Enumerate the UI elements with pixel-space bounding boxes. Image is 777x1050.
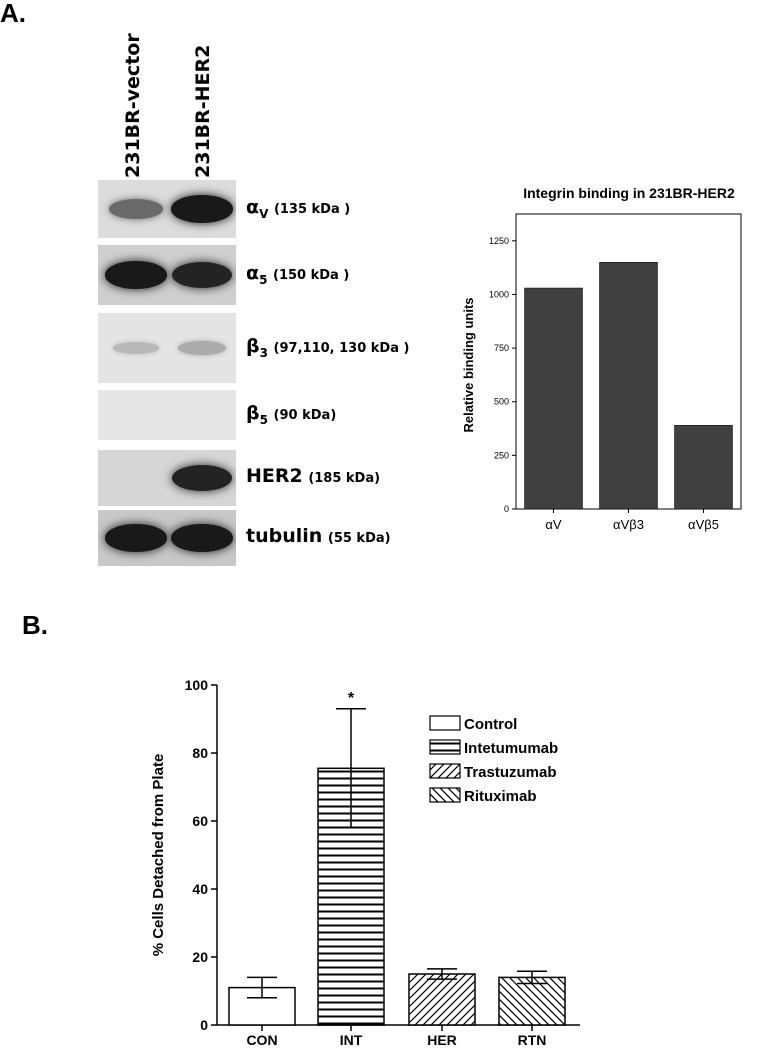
chart1-xtick-label: αV (545, 517, 562, 532)
chart1-title: Integrin binding in 231BR-HER2 (523, 185, 735, 201)
blot-row-label: HER2 (185 kDa) (246, 465, 380, 487)
chart2-legend-label: Control (464, 716, 517, 733)
chart1-xtick-label: αVβ3 (613, 517, 644, 532)
lane-label-her2: 231BR-HER2 (192, 44, 214, 178)
chart1-ytick-label: 750 (494, 343, 509, 353)
chart1-bar (674, 425, 733, 510)
chart1-bar (524, 287, 583, 510)
western-blot: 231BR-vector 231BR-HER2 αV (135 kDa ) α5 … (0, 0, 420, 580)
blot-row-label: αV (135 kDa ) (246, 196, 350, 221)
blot-row (98, 390, 236, 440)
blot-row (98, 450, 236, 506)
chart2-legend-label: Intetumumab (464, 740, 558, 757)
chart2-bar (228, 986, 296, 1026)
chart2-ytick-label: 0 (200, 1017, 208, 1033)
blot-row (98, 510, 236, 566)
blot-band (171, 524, 233, 552)
protein-name: tubulin (246, 525, 323, 547)
chart2-ytick-label: 40 (192, 881, 208, 897)
protein-kda: (90 kDa) (273, 408, 337, 423)
protein-name: α (246, 262, 260, 284)
protein-name: β (246, 335, 260, 357)
chart1-ytick-label: 0 (504, 504, 509, 514)
blot-row-label: β3 (97,110, 130 kDa ) (246, 335, 409, 360)
chart1-ytick-label: 500 (494, 397, 509, 407)
chart2-xtick-label: HER (427, 1032, 457, 1048)
blot-row-label: β5 (90 kDa) (246, 402, 336, 427)
chart1-ytick-label: 1000 (489, 289, 509, 299)
blot-band (112, 341, 160, 355)
protein-name: β (246, 402, 260, 424)
protein-subscript: 5 (259, 413, 268, 427)
blot-band (171, 464, 233, 492)
blot-band (109, 199, 163, 219)
chart2-annotation: * (348, 690, 355, 707)
protein-subscript: 3 (259, 346, 268, 360)
chart2-ytick-label: 100 (185, 677, 209, 693)
chart1-bar (599, 262, 658, 510)
protein-subscript: V (259, 207, 269, 221)
blot-row-label: α5 (150 kDa ) (246, 262, 349, 287)
protein-kda: (97,110, 130 kDa ) (273, 341, 410, 356)
blot-band (178, 341, 226, 355)
chart2-ylabel: % Cells Detached from Plate (150, 754, 167, 957)
protein-kda: (185 kDa) (308, 471, 381, 486)
chart2-ytick-label: 20 (192, 949, 208, 965)
chart2-legend-swatch (429, 787, 461, 803)
chart2-bar (408, 973, 476, 1026)
chart2-legend-swatch (429, 763, 461, 779)
chart2-xtick-label: INT (340, 1032, 363, 1048)
chart2-xtick-label: CON (246, 1032, 277, 1048)
blot-row (98, 180, 236, 238)
blot-band (105, 261, 167, 289)
cell-detachment-chart: % Cells Detached from Plate 0 20 40 60 80 100… (150, 677, 580, 1048)
chart2-legend-label: Rituximab (464, 788, 537, 805)
chart1-ytick-label: 1250 (489, 236, 509, 246)
panel-a-letter: A. (0, 0, 26, 28)
lane-label-vector: 231BR-vector (122, 33, 144, 178)
protein-subscript: 5 (259, 273, 268, 287)
chart1-xtick-label: αVβ5 (688, 517, 719, 532)
blot-row (98, 313, 236, 383)
chart1-ylabel: Relative binding units (461, 297, 476, 432)
integrin-binding-chart: Integrin binding in 231BR-HER2 Relative … (461, 185, 742, 532)
protein-kda: (55 kDa) (327, 531, 391, 546)
chart1-ytick-label: 250 (494, 450, 509, 460)
chart2-legend-swatch (429, 715, 461, 731)
blot-row-label: tubulin (55 kDa) (246, 525, 391, 547)
blot-band (105, 524, 167, 552)
protein-name: HER2 (246, 465, 303, 487)
protein-kda: (135 kDa ) (273, 202, 351, 217)
blot-row (98, 245, 236, 305)
panel-b-letter: B. (22, 610, 48, 640)
blot-band (171, 261, 233, 289)
chart2-xtick-label: RTN (518, 1032, 547, 1048)
protein-kda: (150 kDa ) (273, 268, 350, 283)
chart2-ytick-label: 80 (192, 745, 208, 761)
chart2-bar (498, 976, 566, 1026)
chart2-legend-label: Trastuzumab (464, 764, 557, 781)
blot-band (171, 195, 233, 223)
protein-name: α (246, 196, 260, 218)
chart2-ytick-label: 60 (192, 813, 208, 829)
chart2-legend-swatch (429, 739, 461, 755)
